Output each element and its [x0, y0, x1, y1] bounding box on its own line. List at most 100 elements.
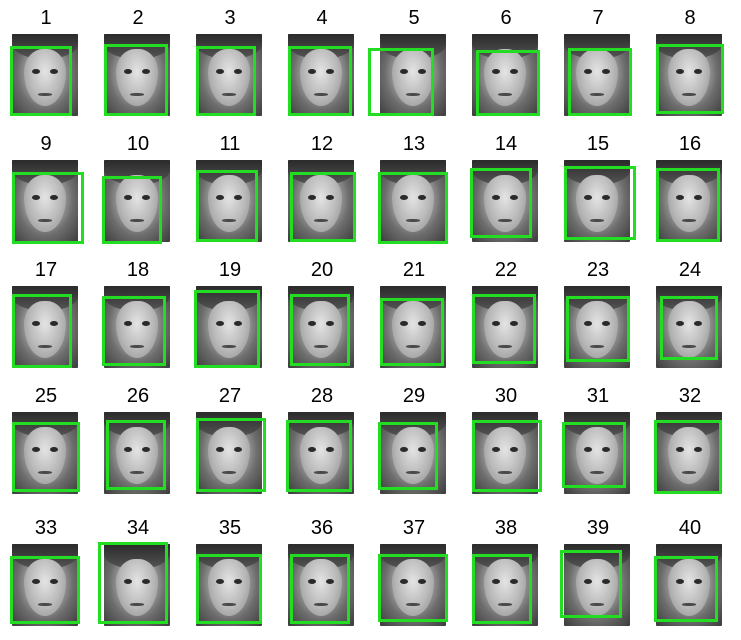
face-photo-part	[233, 447, 242, 453]
face-photo	[472, 160, 538, 242]
face-number-label: 14	[494, 133, 518, 155]
face-photo-part	[221, 219, 237, 223]
face-cell-39: 39	[552, 510, 644, 636]
face-photo	[104, 544, 170, 626]
face-photo-part	[405, 471, 421, 475]
face-photo-part	[589, 345, 605, 349]
face-photo	[196, 412, 262, 494]
face-detection-box	[194, 290, 260, 368]
face-number-label: 7	[592, 7, 604, 29]
face-photo-part	[601, 321, 610, 327]
face-cell-21: 21	[368, 252, 460, 378]
face-cell-9: 9	[0, 126, 92, 252]
face-number-label: 21	[402, 259, 426, 281]
face-number-label: 35	[218, 517, 242, 539]
face-photo-part	[417, 579, 426, 585]
face-detection-box	[564, 166, 636, 240]
face-number-label: 11	[219, 133, 241, 155]
face-photo-part	[23, 174, 67, 233]
face-number-label: 29	[402, 385, 426, 407]
face-cell-38: 38	[460, 510, 552, 636]
face-photo-part	[129, 603, 145, 607]
face-number-label: 26	[126, 385, 150, 407]
face-number-label: 37	[402, 517, 426, 539]
face-detection-box	[102, 296, 166, 366]
face-photo-part	[23, 426, 67, 485]
face-photo-part	[391, 558, 435, 617]
face-detection-box	[286, 420, 352, 492]
face-number-label: 34	[126, 517, 150, 539]
face-photo-part	[676, 447, 685, 453]
face-number-label: 23	[586, 259, 610, 281]
face-photo-part	[575, 558, 619, 617]
face-photo-part	[49, 579, 58, 585]
face-cell-30: 30	[460, 378, 552, 504]
face-photo-part	[483, 426, 527, 485]
face-cell-37: 37	[368, 510, 460, 636]
face-photo-part	[509, 195, 518, 201]
face-photo-part	[693, 321, 702, 327]
face-photo-part	[400, 69, 409, 75]
face-photo	[656, 286, 722, 368]
face-cell-1: 1	[0, 0, 92, 126]
face-cell-5: 5	[368, 0, 460, 126]
face-detection-box	[472, 420, 542, 492]
face-photo-part	[584, 447, 593, 453]
face-photo-part	[216, 579, 225, 585]
face-cell-35: 35	[184, 510, 276, 636]
face-detection-box	[472, 294, 536, 364]
face-photo-part	[216, 195, 225, 201]
face-photo	[656, 412, 722, 494]
face-detection-box	[378, 172, 448, 244]
face-photo-part	[509, 447, 518, 453]
face-photo	[564, 34, 630, 116]
face-photo-part	[313, 93, 329, 97]
face-photo-part	[32, 195, 41, 201]
face-photo-part	[667, 174, 711, 233]
face-photo-part	[141, 321, 150, 327]
face-photo-part	[115, 48, 159, 107]
face-photo-part	[129, 219, 145, 223]
face-photo-part	[492, 321, 501, 327]
face-photo-part	[509, 579, 518, 585]
face-number-label: 12	[310, 133, 334, 155]
face-photo-part	[299, 300, 343, 359]
face-number-label: 8	[684, 7, 696, 29]
face-detection-box	[654, 556, 718, 622]
face-photo-part	[299, 558, 343, 617]
face-photo-part	[601, 579, 610, 585]
face-detection-box	[12, 422, 80, 492]
face-detection-box	[106, 420, 166, 490]
face-detection-box	[562, 422, 626, 488]
face-number-label: 9	[40, 133, 52, 155]
face-photo-part	[221, 345, 237, 349]
face-cell-27: 27	[184, 378, 276, 504]
face-number-label: 24	[678, 259, 702, 281]
face-photo-part	[37, 93, 53, 97]
face-photo-part	[405, 93, 421, 97]
face-photo-part	[681, 603, 697, 607]
face-photo-part	[207, 300, 251, 359]
face-cell-7: 7	[552, 0, 644, 126]
face-cell-23: 23	[552, 252, 644, 378]
face-cell-18: 18	[92, 252, 184, 378]
face-photo-part	[681, 471, 697, 475]
face-photo-part	[584, 69, 593, 75]
face-photo-part	[693, 195, 702, 201]
face-number-label: 16	[678, 133, 702, 155]
face-number-label: 28	[310, 385, 334, 407]
face-photo	[472, 34, 538, 116]
face-photo-part	[141, 579, 150, 585]
face-photo-part	[497, 219, 513, 223]
face-photo-part	[233, 195, 242, 201]
face-photo-part	[509, 321, 518, 327]
face-number-label: 15	[586, 133, 610, 155]
face-number-label: 36	[310, 517, 334, 539]
face-photo	[288, 412, 354, 494]
face-photo	[104, 412, 170, 494]
face-photo-part	[308, 321, 317, 327]
face-photo-part	[492, 579, 501, 585]
face-photo-part	[37, 219, 53, 223]
face-photo-part	[601, 447, 610, 453]
face-photo-part	[492, 69, 501, 75]
